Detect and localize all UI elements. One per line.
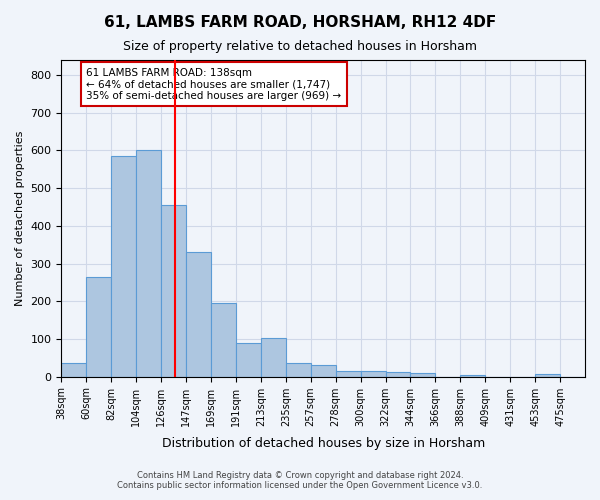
Text: 61, LAMBS FARM ROAD, HORSHAM, RH12 4DF: 61, LAMBS FARM ROAD, HORSHAM, RH12 4DF <box>104 15 496 30</box>
Bar <box>61 364 86 376</box>
Bar <box>311 364 335 376</box>
Bar <box>410 373 436 376</box>
Bar <box>535 374 560 376</box>
Text: Contains HM Land Registry data © Crown copyright and database right 2024.
Contai: Contains HM Land Registry data © Crown c… <box>118 470 482 490</box>
Bar <box>386 372 410 376</box>
Bar <box>261 338 286 376</box>
Text: 61 LAMBS FARM ROAD: 138sqm
← 64% of detached houses are smaller (1,747)
35% of s: 61 LAMBS FARM ROAD: 138sqm ← 64% of deta… <box>86 68 341 100</box>
Y-axis label: Number of detached properties: Number of detached properties <box>15 130 25 306</box>
Bar <box>236 342 261 376</box>
Bar <box>161 205 186 376</box>
X-axis label: Distribution of detached houses by size in Horsham: Distribution of detached houses by size … <box>161 437 485 450</box>
Bar <box>136 150 161 376</box>
Bar <box>86 277 111 376</box>
Bar <box>286 364 311 376</box>
Bar <box>111 156 136 376</box>
Bar <box>460 375 485 376</box>
Bar <box>211 303 236 376</box>
Bar <box>335 371 361 376</box>
Bar <box>186 252 211 376</box>
Bar <box>361 371 386 376</box>
Text: Size of property relative to detached houses in Horsham: Size of property relative to detached ho… <box>123 40 477 53</box>
